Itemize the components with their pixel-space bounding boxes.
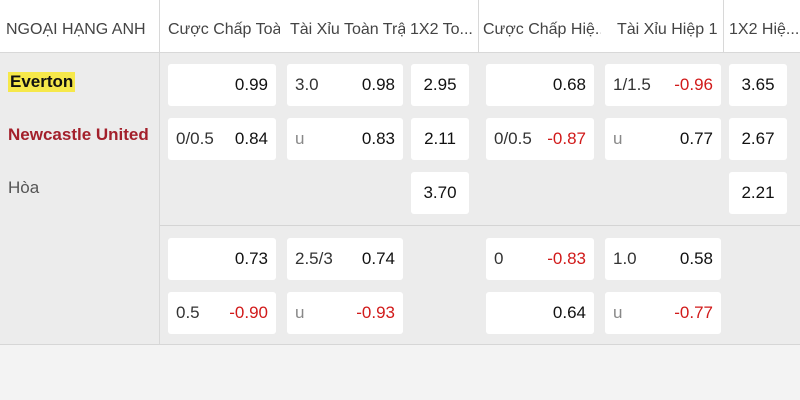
- col-1x2-ft[interactable]: 1X2 To...: [410, 21, 473, 38]
- total-line: 3.0: [295, 75, 319, 94]
- team-away: Newcastle United: [8, 125, 149, 144]
- odds-cell-ah-ft-away[interactable]: 0/0.5 0.84: [168, 118, 276, 160]
- odds-cell-ah-h1-home[interactable]: 0.68: [486, 64, 594, 106]
- team-home: Everton: [8, 72, 76, 92]
- odds-value: 2.95: [423, 75, 457, 94]
- odds-value: -0.83: [547, 249, 586, 268]
- odds-cell-1x2-ft-home[interactable]: 2.95: [411, 64, 469, 106]
- odds-value: 0.77: [679, 129, 713, 148]
- handicap-line: 0.5: [176, 303, 200, 322]
- odds-cell-ou-ft-under[interactable]: u 0.83: [287, 118, 403, 160]
- team-draw: Hòa: [8, 178, 40, 197]
- odds-value: 0.98: [361, 75, 395, 94]
- odds-cell-alt-ah-h1-away[interactable]: 0.64: [486, 292, 594, 334]
- odds-cell-alt-ah-ft-home[interactable]: 0.73: [168, 238, 276, 280]
- odds-value: -0.93: [356, 303, 395, 322]
- odds-value: 2.11: [424, 129, 456, 148]
- odds-value: 3.70: [423, 183, 457, 202]
- odds-cell-1x2-h1-draw[interactable]: 2.21: [729, 172, 787, 214]
- odds-cell-alt-ou-ft-over[interactable]: 2.5/3 0.74: [287, 238, 403, 280]
- under-label: u: [295, 129, 305, 148]
- odds-value: -0.96: [674, 75, 713, 94]
- odds-value: -0.87: [547, 129, 586, 148]
- odds-cell-ou-h1-under[interactable]: u 0.77: [605, 118, 721, 160]
- under-label: u: [295, 303, 305, 322]
- under-label: u: [613, 303, 623, 322]
- odds-value: 0.64: [552, 303, 586, 322]
- odds-cell-alt-ah-h1-home[interactable]: 0 -0.83: [486, 238, 594, 280]
- odds-value: 0.58: [679, 249, 713, 268]
- handicap-line: 0/0.5: [494, 129, 532, 148]
- odds-cell-alt-ou-ft-under[interactable]: u -0.93: [287, 292, 403, 334]
- odds-value: -0.77: [674, 303, 713, 322]
- col-1x2-h1[interactable]: 1X2 Hiệ...: [729, 21, 799, 38]
- under-label: u: [613, 129, 623, 148]
- total-line: 2.5/3: [295, 249, 333, 268]
- odds-value: 3.65: [741, 75, 775, 94]
- odds-cell-ah-h1-away[interactable]: 0/0.5 -0.87: [486, 118, 594, 160]
- odds-cell-alt-ah-ft-away[interactable]: 0.5 -0.90: [168, 292, 276, 334]
- col-overunder-ft[interactable]: Tài Xỉu Toàn Trận: [290, 21, 405, 38]
- odds-cell-1x2-ft-away[interactable]: 2.11: [411, 118, 469, 160]
- col-overunder-h1[interactable]: Tài Xỉu Hiệp 1: [617, 21, 718, 38]
- divider: [159, 0, 160, 344]
- odds-cell-1x2-h1-away[interactable]: 2.67: [729, 118, 787, 160]
- odds-cell-1x2-ft-draw[interactable]: 3.70: [411, 172, 469, 214]
- row-separator: [160, 225, 800, 226]
- col-handicap-h1[interactable]: Cược Chấp Hiệ...: [483, 21, 601, 38]
- odds-value: 0.68: [552, 75, 586, 94]
- odds-value: 0.99: [234, 75, 268, 94]
- odds-header: NGOẠI HẠNG ANH Cược Chấp Toà... Tài Xỉu …: [0, 0, 800, 53]
- total-line: 1/1.5: [613, 75, 651, 94]
- odds-cell-ah-ft-home[interactable]: 0.99: [168, 64, 276, 106]
- odds-board: NGOẠI HẠNG ANH Cược Chấp Toà... Tài Xỉu …: [0, 0, 800, 345]
- odds-cell-alt-ou-h1-under[interactable]: u -0.77: [605, 292, 721, 334]
- odds-cell-ou-ft-over[interactable]: 3.0 0.98: [287, 64, 403, 106]
- divider: [478, 0, 479, 52]
- odds-value: 0.73: [234, 249, 268, 268]
- odds-cell-1x2-h1-home[interactable]: 3.65: [729, 64, 787, 106]
- odds-value: 2.21: [741, 183, 775, 202]
- odds-value: 0.84: [234, 129, 268, 148]
- col-handicap-ft[interactable]: Cược Chấp Toà...: [168, 21, 280, 38]
- handicap-line: 0: [494, 249, 504, 268]
- handicap-line: 0/0.5: [176, 129, 214, 148]
- odds-value: 0.83: [361, 129, 395, 148]
- league-title: NGOẠI HẠNG ANH: [6, 21, 146, 38]
- odds-value: 0.74: [361, 249, 395, 268]
- odds-cell-ou-h1-over[interactable]: 1/1.5 -0.96: [605, 64, 721, 106]
- divider: [723, 0, 724, 52]
- odds-value: 2.67: [741, 129, 775, 148]
- odds-value: -0.90: [229, 303, 268, 322]
- total-line: 1.0: [613, 249, 637, 268]
- odds-cell-alt-ou-h1-over[interactable]: 1.0 0.58: [605, 238, 721, 280]
